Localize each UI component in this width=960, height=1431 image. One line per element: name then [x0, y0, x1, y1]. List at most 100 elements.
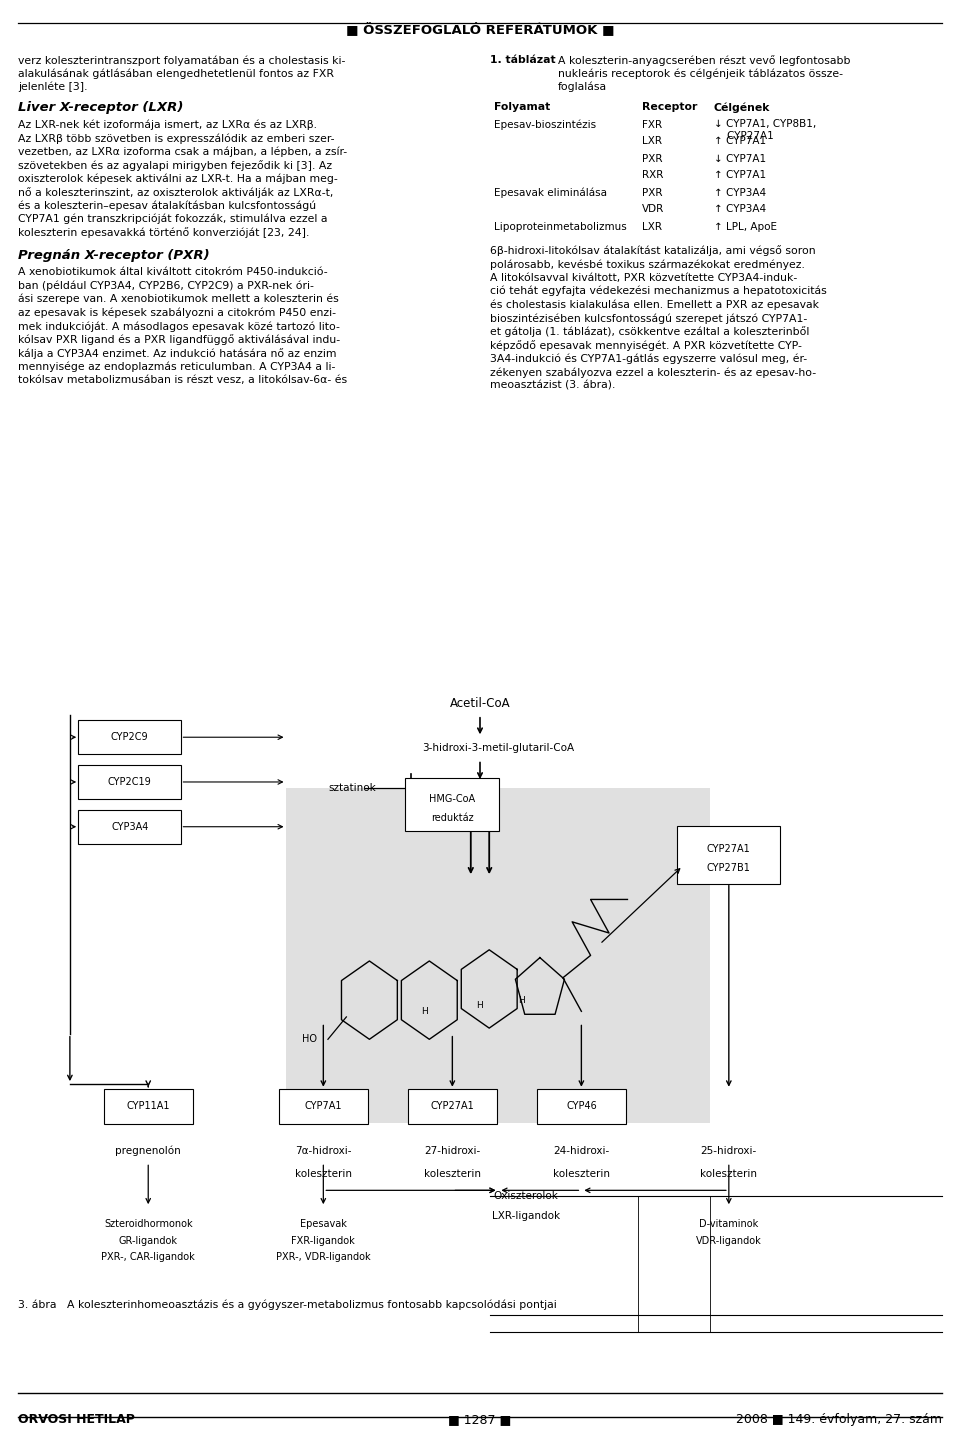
Text: foglalása: foglalása: [558, 82, 607, 93]
Text: nő a koleszterinszint, az oxiszterolok aktiválják az LXRα-t,: nő a koleszterinszint, az oxiszterolok a…: [18, 187, 333, 197]
Text: CYP27A1: CYP27A1: [714, 132, 774, 142]
Text: Epesavak eliminálása: Epesavak eliminálása: [494, 187, 607, 197]
Text: ció tehát egyfajta védekezési mechanizmus a hepatotoxicitás: ció tehát egyfajta védekezési mechanizmu…: [490, 286, 827, 296]
Text: képződő epesavak mennyiségét. A PXR közvetítette CYP-: képződő epesavak mennyiségét. A PXR közv…: [490, 341, 802, 351]
Text: CYP7A1 gén transzkripcióját fokozzák, stimulálva ezzel a: CYP7A1 gén transzkripcióját fokozzák, st…: [18, 215, 327, 225]
Text: koleszterin: koleszterin: [295, 1169, 351, 1179]
Text: Receptor: Receptor: [642, 103, 697, 113]
Text: H: H: [518, 996, 525, 1005]
Text: ↑ CYP7A1: ↑ CYP7A1: [714, 170, 766, 180]
Text: H: H: [476, 1002, 484, 1010]
Text: zékenyen szabályozva ezzel a koleszterin- és az epesav-ho-: zékenyen szabályozva ezzel a koleszterin…: [490, 366, 816, 378]
Text: FXR: FXR: [642, 120, 662, 129]
Text: CYP7A1: CYP7A1: [304, 1102, 342, 1112]
Text: bioszintézisében kulcsfontosságú szerepet játszó CYP7A1-: bioszintézisében kulcsfontosságú szerepe…: [490, 313, 807, 323]
Text: 25-hidroxi-: 25-hidroxi-: [701, 1146, 756, 1156]
FancyBboxPatch shape: [537, 1089, 626, 1125]
Text: Folyamat: Folyamat: [494, 103, 550, 113]
Text: ORVOSI HETILAP: ORVOSI HETILAP: [18, 1412, 134, 1427]
Text: oxiszterolok képesek aktiválni az LXR-t. Ha a májban meg-: oxiszterolok képesek aktiválni az LXR-t.…: [18, 173, 338, 185]
Text: ban (például CYP3A4, CYP2B6, CYP2C9) a PXR-nek óri-: ban (például CYP3A4, CYP2B6, CYP2C9) a P…: [18, 280, 314, 290]
Text: nukleáris receptorok és célgénjeik táblázatos össze-: nukleáris receptorok és célgénjeik táblá…: [558, 69, 843, 79]
Text: tokólsav metabolizmusában is részt vesz, a litokólsav-6α- és: tokólsav metabolizmusában is részt vesz,…: [18, 375, 348, 385]
Text: 3-hidroxi-3-metil-glutaril-CoA: 3-hidroxi-3-metil-glutaril-CoA: [422, 744, 574, 753]
FancyBboxPatch shape: [408, 1089, 497, 1125]
Text: verz koleszterintranszport folyamatában és a cholestasis ki-: verz koleszterintranszport folyamatában …: [18, 54, 346, 66]
Text: CYP27A1: CYP27A1: [707, 844, 751, 854]
Text: pregnenolón: pregnenolón: [115, 1146, 181, 1156]
FancyBboxPatch shape: [405, 778, 499, 830]
Text: sztatinok: sztatinok: [328, 783, 375, 793]
Text: CYP2C9: CYP2C9: [111, 733, 149, 743]
Text: kólsav PXR ligand és a PXR ligandfüggő aktiválásával indu-: kólsav PXR ligand és a PXR ligandfüggő a…: [18, 335, 340, 345]
Text: HO: HO: [302, 1035, 317, 1045]
FancyBboxPatch shape: [78, 720, 181, 754]
Text: 24-hidroxi-: 24-hidroxi-: [553, 1146, 610, 1156]
Text: alakulásának gátlásában elengedhetetlenül fontos az FXR: alakulásának gátlásában elengedhetetlenü…: [18, 69, 334, 79]
Text: Az LXR-nek két izoformája ismert, az LXRα és az LXRβ.: Az LXR-nek két izoformája ismert, az LXR…: [18, 120, 317, 130]
Text: Pregnán X-receptor (PXR): Pregnán X-receptor (PXR): [18, 249, 209, 262]
Text: et gátolja (1. táblázat), csökkentve ezáltal a koleszterinből: et gátolja (1. táblázat), csökkentve ezá…: [490, 326, 809, 338]
Text: GR-ligandok: GR-ligandok: [119, 1236, 178, 1245]
Text: ■ 1287 ■: ■ 1287 ■: [448, 1412, 512, 1427]
Text: és cholestasis kialakulása ellen. Emellett a PXR az epesavak: és cholestasis kialakulása ellen. Emelle…: [490, 299, 819, 311]
Text: VDR: VDR: [642, 205, 664, 215]
Text: ↑ LPL, ApoE: ↑ LPL, ApoE: [714, 222, 777, 232]
Text: ↓ CYP7A1, CYP8B1,: ↓ CYP7A1, CYP8B1,: [714, 120, 816, 129]
Text: PXR-, VDR-ligandok: PXR-, VDR-ligandok: [276, 1252, 371, 1262]
FancyBboxPatch shape: [278, 1089, 368, 1125]
Text: LXR: LXR: [642, 222, 662, 232]
Text: Epesav-bioszintézis: Epesav-bioszintézis: [494, 120, 596, 130]
Text: D-vitaminok: D-vitaminok: [699, 1219, 758, 1229]
Text: ↑ CYP3A4: ↑ CYP3A4: [714, 205, 766, 215]
FancyBboxPatch shape: [78, 810, 181, 843]
Text: és a koleszterin–epesav átalakításban kulcsfontosságú: és a koleszterin–epesav átalakításban ku…: [18, 200, 316, 210]
Text: Az LXRβ több szövetben is expresszálódik az emberi szer-: Az LXRβ több szövetben is expresszálódik…: [18, 133, 334, 143]
Text: kálja a CYP3A4 enzimet. Az indukció hatására nő az enzim: kálja a CYP3A4 enzimet. Az indukció hatá…: [18, 348, 337, 359]
FancyBboxPatch shape: [677, 826, 780, 884]
Text: LXR: LXR: [642, 136, 662, 146]
Text: ási szerepe van. A xenobiotikumok mellett a koleszterin és: ási szerepe van. A xenobiotikumok mellet…: [18, 293, 339, 305]
Text: PXR-, CAR-ligandok: PXR-, CAR-ligandok: [102, 1252, 195, 1262]
Text: mennyisége az endoplazmás reticulumban. A CYP3A4 a li-: mennyisége az endoplazmás reticulumban. …: [18, 362, 335, 372]
Text: PXR: PXR: [642, 187, 662, 197]
Text: jelenléte [3].: jelenléte [3].: [18, 82, 87, 93]
Text: 27-hidroxi-: 27-hidroxi-: [424, 1146, 480, 1156]
Text: LXR-ligandok: LXR-ligandok: [492, 1211, 560, 1221]
Text: VDR-ligandok: VDR-ligandok: [696, 1236, 761, 1245]
Text: CYP46: CYP46: [566, 1102, 597, 1112]
Text: vezetben, az LXRα izoforma csak a májban, a lépben, a zsír-: vezetben, az LXRα izoforma csak a májban…: [18, 146, 348, 157]
Text: ↓ CYP7A1: ↓ CYP7A1: [714, 153, 766, 163]
Text: 7α-hidroxi-: 7α-hidroxi-: [295, 1146, 351, 1156]
Text: Lipoproteinmetabolizmus: Lipoproteinmetabolizmus: [494, 222, 627, 232]
Text: 3A4-indukció és CYP7A1-gátlás egyszerre valósul meg, ér-: 3A4-indukció és CYP7A1-gátlás egyszerre …: [490, 353, 807, 363]
Text: CYP3A4: CYP3A4: [111, 821, 149, 831]
Text: mek indukcióját. A másodlagos epesavak közé tartozó lito-: mek indukcióját. A másodlagos epesavak k…: [18, 321, 340, 332]
Text: szövetekben és az agyalapi mirigyben fejeződik ki [3]. Az: szövetekben és az agyalapi mirigyben fej…: [18, 160, 332, 170]
FancyBboxPatch shape: [78, 766, 181, 798]
Text: FXR-ligandok: FXR-ligandok: [292, 1236, 355, 1245]
Text: H: H: [421, 1007, 428, 1016]
Text: koleszterin: koleszterin: [701, 1169, 757, 1179]
Text: koleszterin epesavakká történő konverzióját [23, 24].: koleszterin epesavakká történő konverzió…: [18, 228, 309, 239]
Text: koleszterin: koleszterin: [424, 1169, 481, 1179]
Text: Acetil-CoA: Acetil-CoA: [449, 697, 511, 710]
Text: reduktáz: reduktáz: [431, 813, 473, 823]
Text: koleszterin: koleszterin: [553, 1169, 610, 1179]
Text: CYP2C19: CYP2C19: [108, 777, 152, 787]
Text: ■ ÖSSZEFOGLALÓ REFERÁTUMOK ■: ■ ÖSSZEFOGLALÓ REFERÁTUMOK ■: [346, 21, 614, 36]
Text: 3. ábra   A koleszterinhomeoasztázis és a gyógyszer-metabolizmus fontosabb kapcs: 3. ábra A koleszterinhomeoasztázis és a …: [18, 1299, 557, 1311]
Text: Liver X-receptor (LXR): Liver X-receptor (LXR): [18, 102, 183, 114]
Text: Oxiszterolok: Oxiszterolok: [493, 1191, 559, 1201]
Text: CYP27B1: CYP27B1: [707, 863, 751, 873]
Text: A xenobiotikumok által kiváltott citokróm P450-indukció-: A xenobiotikumok által kiváltott citokró…: [18, 268, 327, 278]
Text: ↑ CYP7A1: ↑ CYP7A1: [714, 136, 766, 146]
Text: RXR: RXR: [642, 170, 663, 180]
Text: PXR: PXR: [642, 153, 662, 163]
Text: Szteroidhormonok: Szteroidhormonok: [104, 1219, 193, 1229]
Text: A koleszterin-anyagcserében részt vevő legfontosabb: A koleszterin-anyagcserében részt vevő l…: [558, 54, 851, 66]
Text: CYP27A1: CYP27A1: [430, 1102, 474, 1112]
Text: Célgének: Célgének: [714, 103, 770, 113]
FancyBboxPatch shape: [104, 1089, 193, 1125]
Text: HMG-CoA: HMG-CoA: [429, 794, 475, 804]
